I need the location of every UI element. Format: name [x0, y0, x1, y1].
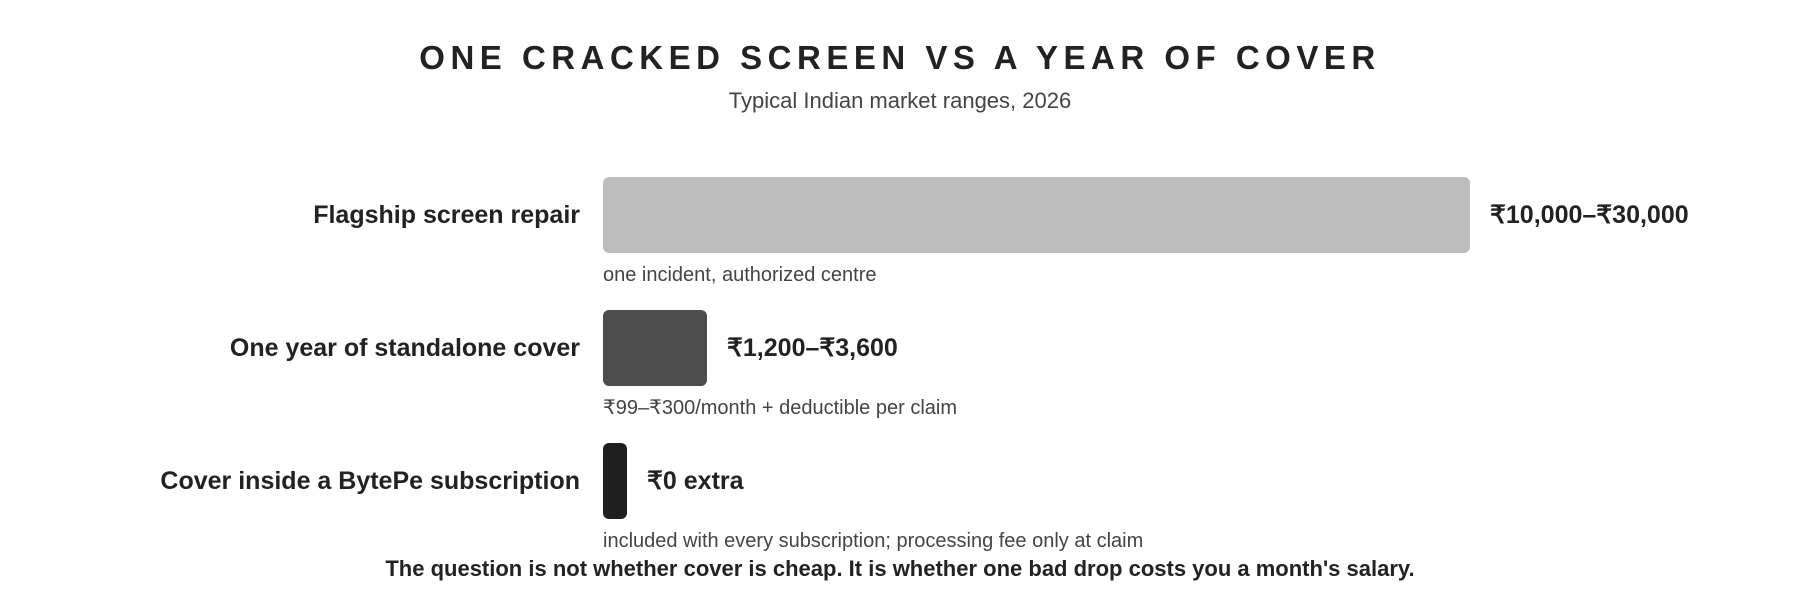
bar	[603, 443, 627, 519]
chart-title: ONE CRACKED SCREEN VS A YEAR OF COVER	[419, 39, 1381, 76]
category-label: Flagship screen repair	[313, 201, 580, 229]
bar	[603, 177, 1470, 253]
value-label: ₹1,200–₹3,600	[727, 334, 898, 362]
category-label: One year of standalone cover	[229, 334, 580, 362]
value-label: ₹10,000–₹30,000	[1490, 201, 1689, 229]
chart-subtitle: Typical Indian market ranges, 2026	[728, 88, 1072, 113]
value-label: ₹0 extra	[647, 467, 744, 495]
bar-note: one incident, authorized centre	[603, 264, 877, 286]
bar	[603, 310, 707, 386]
footer-caption: The question is not whether cover is che…	[385, 556, 1415, 581]
category-label: Cover inside a BytePe subscription	[160, 467, 580, 495]
bar-note: included with every subscription; proces…	[603, 530, 1144, 552]
bar-note: ₹99–₹300/month + deductible per claim	[603, 397, 957, 419]
